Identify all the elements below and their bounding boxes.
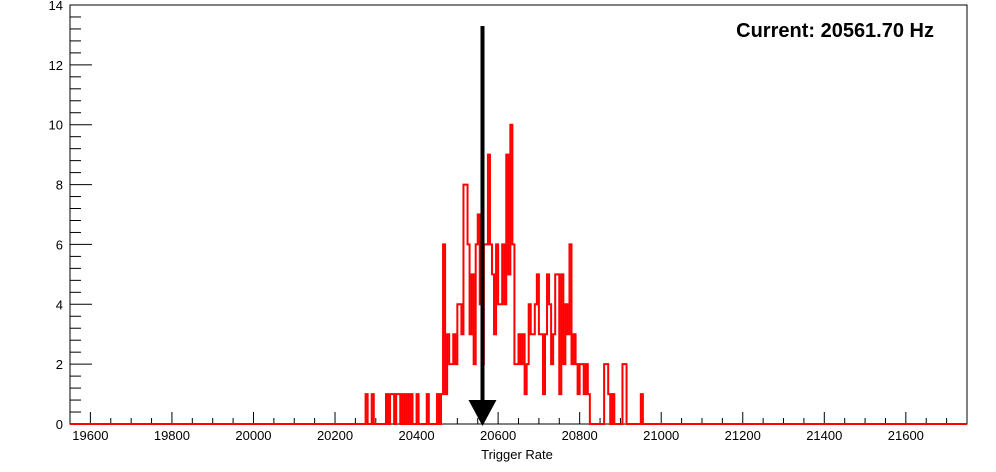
x-tick-label: 21600 [888,428,924,443]
x-tick-label: 20600 [480,428,516,443]
y-tick-label: 14 [49,0,63,13]
x-tick-label: 20000 [235,428,271,443]
x-tick-label: 21200 [725,428,761,443]
x-tick-label: 20400 [398,428,434,443]
x-tick-label: 21400 [806,428,842,443]
x-axis: 19600 19800 20000 20200 20400 20600 20800 21000… [69,412,968,443]
x-tick-label: 21000 [643,428,679,443]
current-value-arrow [468,25,497,426]
y-axis: 0 2 4 6 8 10 12 14 [49,0,92,432]
y-tick-label: 0 [56,417,63,432]
y-tick-label: 4 [56,297,63,312]
y-tick-label: 2 [56,357,63,372]
x-tick-label: 19600 [72,428,108,443]
histogram-series [70,123,967,425]
y-tick-label: 12 [49,58,63,73]
y-tick-label: 8 [56,178,63,193]
histogram-outline [70,123,967,425]
x-tick-label: 20200 [317,428,353,443]
x-axis-title: Trigger Rate [481,447,553,462]
x-tick-label: 19800 [154,428,190,443]
y-tick-label: 10 [49,118,63,133]
arrow-head [468,400,497,426]
x-tick-label: 20800 [562,428,598,443]
y-tick-label: 6 [56,237,63,252]
current-rate-label: Current: 20561.70 Hz [736,20,934,42]
